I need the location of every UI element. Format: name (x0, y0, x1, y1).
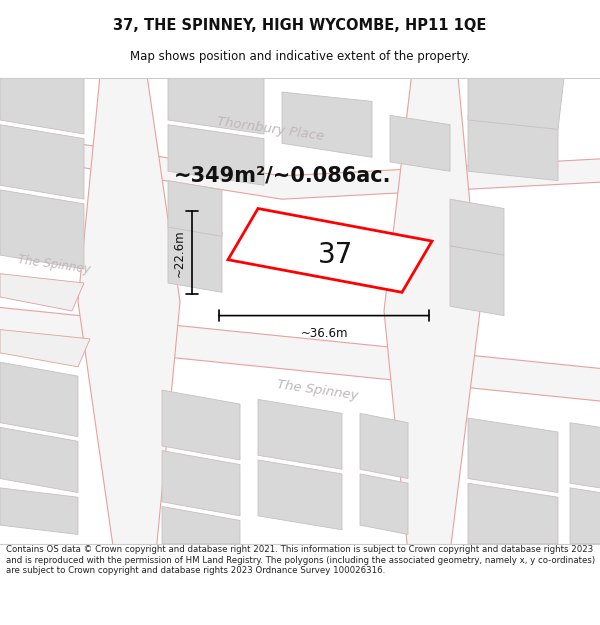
Text: The Spinney: The Spinney (17, 253, 91, 276)
Polygon shape (384, 55, 480, 553)
Polygon shape (468, 418, 558, 492)
Polygon shape (168, 78, 264, 134)
Polygon shape (0, 306, 600, 404)
Polygon shape (258, 399, 342, 469)
Text: Map shows position and indicative extent of the property.: Map shows position and indicative extent… (130, 50, 470, 62)
Polygon shape (0, 190, 84, 269)
Polygon shape (0, 78, 84, 134)
Text: 37, THE SPINNEY, HIGH WYCOMBE, HP11 1QE: 37, THE SPINNEY, HIGH WYCOMBE, HP11 1QE (113, 18, 487, 32)
Polygon shape (168, 125, 264, 185)
Polygon shape (162, 506, 240, 544)
Polygon shape (0, 329, 90, 367)
Text: ~349m²/~0.086ac.: ~349m²/~0.086ac. (173, 166, 391, 186)
Polygon shape (360, 413, 408, 479)
Polygon shape (0, 129, 600, 199)
Polygon shape (168, 181, 222, 236)
Polygon shape (0, 274, 84, 311)
Polygon shape (162, 451, 240, 516)
Polygon shape (570, 488, 600, 544)
Polygon shape (570, 422, 600, 492)
Polygon shape (0, 488, 78, 534)
Polygon shape (258, 460, 342, 530)
Polygon shape (162, 390, 240, 460)
Polygon shape (360, 474, 408, 534)
Polygon shape (0, 362, 78, 437)
Polygon shape (468, 483, 558, 544)
Polygon shape (168, 222, 222, 292)
Text: Thornbury Place: Thornbury Place (215, 116, 325, 143)
Polygon shape (390, 116, 450, 171)
Polygon shape (492, 441, 522, 479)
Polygon shape (78, 55, 180, 553)
Text: ~36.6m: ~36.6m (300, 328, 348, 340)
Polygon shape (468, 116, 558, 181)
Polygon shape (0, 428, 78, 493)
Text: ~22.6m: ~22.6m (173, 229, 186, 276)
Polygon shape (0, 125, 84, 199)
Text: 37: 37 (319, 241, 353, 269)
Polygon shape (450, 199, 504, 255)
Polygon shape (228, 209, 432, 292)
Polygon shape (468, 78, 564, 129)
Polygon shape (450, 246, 504, 316)
Text: Contains OS data © Crown copyright and database right 2021. This information is : Contains OS data © Crown copyright and d… (6, 545, 595, 575)
Polygon shape (282, 92, 372, 158)
Text: The Spinney: The Spinney (277, 378, 359, 402)
